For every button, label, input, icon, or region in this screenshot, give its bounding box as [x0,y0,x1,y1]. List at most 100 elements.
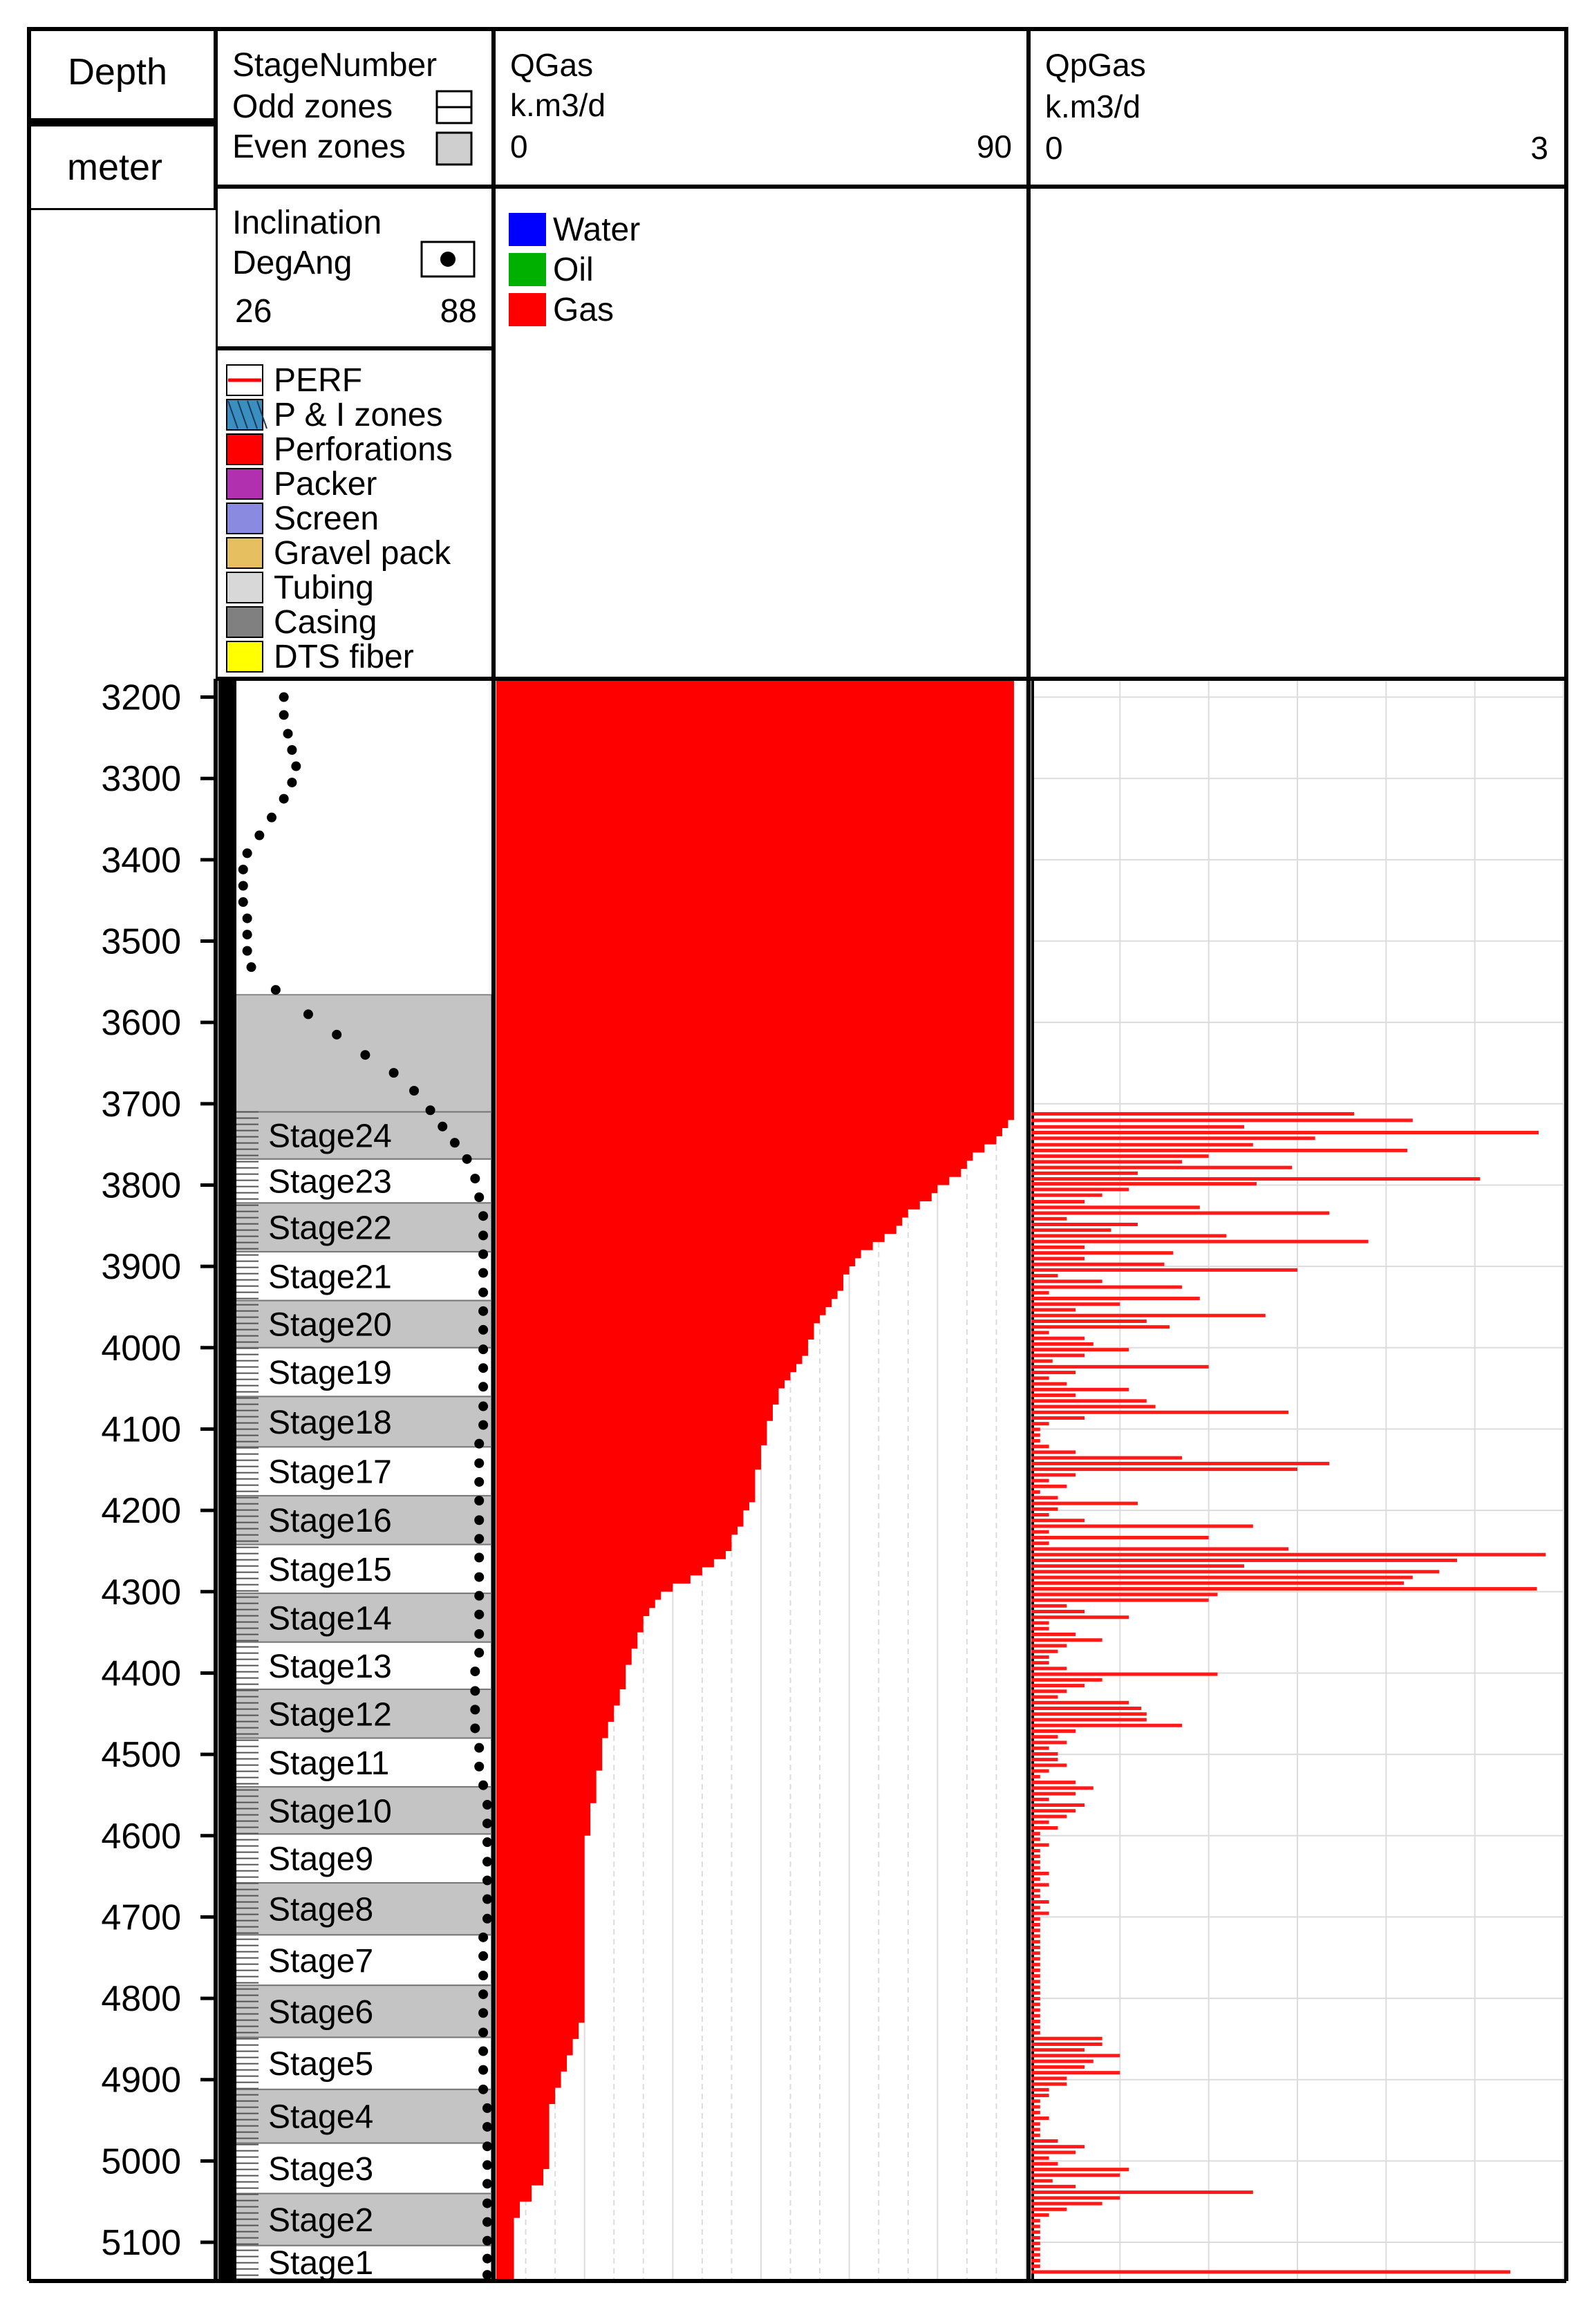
qpgas-bar [1031,1359,1053,1363]
stage-label: Stage13 [268,1649,392,1685]
stage-label: Stage18 [268,1405,392,1441]
qpgas-bar [1031,1729,1076,1733]
qpgas-bar [1031,1234,1227,1238]
stage-label: Stage7 [268,1943,373,1980]
qpgas-bar [1031,1684,1085,1688]
fluid-label-2: Gas [553,292,614,328]
qpgas-bar [1031,1803,1085,1808]
depth-tick-label: 3200 [101,678,181,718]
legend-swatch-2 [226,433,263,465]
qpgas-bar [1031,1427,1040,1431]
qpgas-bar [1031,2173,1120,2177]
qpgas-bar [1031,1422,1049,1426]
qpgas-max: 3 [1530,130,1548,166]
qpgas-bar [1031,2020,1040,2024]
depth-title: Depth [68,51,167,93]
qpgas-bar [1031,2168,1129,2172]
qpgas-bar [1031,1353,1085,1358]
depth-tick-label: 3900 [101,1247,181,1287]
qpgas-bar [1031,2116,1049,2121]
qpgas-bar [1031,1302,1120,1306]
inclination-marker-dot [440,252,456,267]
stage-label: Stage12 [268,1696,392,1733]
qgas-min: 0 [510,129,528,165]
qpgas-bar [1031,1980,1040,1984]
inclination-point [388,1068,399,1078]
inclination-point [478,1230,489,1241]
inclination-point [478,1268,489,1278]
inclination-point [474,1743,485,1753]
inclination-point [478,2046,489,2056]
inclination-point [474,1534,485,1544]
legend-label-2: Perforations [274,431,453,468]
qpgas-bar [1031,1672,1218,1676]
inclination-point [478,2084,489,2094]
inclination-unit: DegAng [232,245,352,281]
qpgas-bar [1031,1490,1040,1494]
qpgas-unit: k.m3/d [1045,88,1140,124]
stage-label: Stage23 [268,1164,392,1201]
qpgas-bar [1031,2201,1102,2206]
qpgas-bar [1031,1182,1257,1186]
qgas-profile [496,681,1014,2279]
inclination-point [474,1496,485,1506]
qpgas-bar [1031,1410,1289,1414]
fluid-label-1: Oil [553,252,594,288]
qpgas-bar [1031,1228,1111,1232]
qgas-header: QGas k.m3/d 0 90 [491,27,1031,189]
qpgas-bar [1031,1957,1040,1961]
hatch-line [237,400,248,429]
qpgas-bar [1031,1371,1076,1375]
fluid-swatch-0 [509,213,546,246]
qpgas-bar [1031,2094,1049,2098]
qpgas-bar [1031,1581,1404,1585]
stage-label: Stage20 [268,1307,392,1344]
qpgas-bar [1031,1809,1076,1813]
inclination-point [478,1287,489,1297]
qpgas-bar [1031,1877,1040,1881]
qpgas-bar [1031,1382,1067,1386]
depth-tick-label: 3400 [101,841,181,881]
inclination-point [482,2179,492,2189]
inclination-point [482,2141,492,2152]
qpgas-bar [1031,2054,1120,2058]
qpgas-bar [1031,1786,1093,1790]
qpgas-bar [1031,1991,1040,1995]
stage-zone [234,1934,492,1987]
inclination-point [474,1761,485,1772]
inclination-point [482,1857,492,1867]
qpgas-bar [1031,1530,1049,1534]
qpgas-bar [1031,1797,1049,1801]
inclination-point [270,985,281,995]
qpgas-bar [1031,1200,1085,1204]
legend-label-4: Screen [274,500,379,537]
inclination-point [332,1029,342,1040]
qpgas-bar [1031,2190,1253,2195]
qpgas-bar [1031,1313,1266,1317]
depth-unit: meter [67,147,162,188]
qpgas-bar [1031,1621,1049,1625]
qpgas-bar [1031,1387,1129,1391]
inclination-point [470,1174,480,1184]
qpgas-bar [1031,1740,1067,1745]
qpgas-bar [1031,1855,1040,1859]
stage-zone [234,1593,492,1643]
depth-tick-label: 4800 [101,1979,181,2019]
inclination-point [478,1382,489,1392]
inclination-point [478,1401,489,1411]
qpgas-bar [1031,1456,1183,1460]
qpgas-bar [1031,2042,1102,2046]
qgas-max: 90 [977,129,1012,165]
qpgas-bar [1031,1610,1085,1614]
stage-label: Stage5 [268,2046,373,2083]
qpgas-bar [1031,2150,1076,2154]
qpgas-bar [1031,1399,1147,1403]
stage-label: Stage14 [268,1600,392,1637]
qpgas-bar [1031,1832,1040,1836]
stage-label: Stage21 [268,1259,392,1295]
qpgas-bar [1031,1781,1076,1785]
inclination-point [246,962,256,973]
inclination-point [438,1121,448,1132]
qpgas-bar [1031,1843,1049,1847]
inclination-point [474,1552,485,1563]
